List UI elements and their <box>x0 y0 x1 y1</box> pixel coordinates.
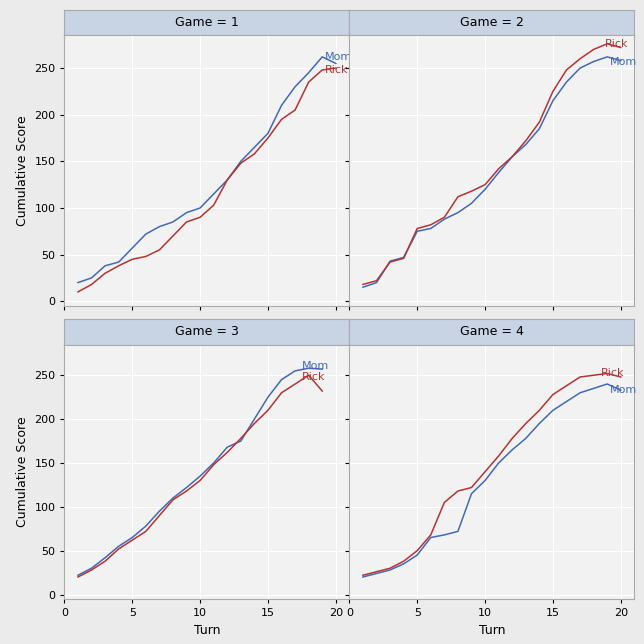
Text: Mom: Mom <box>610 385 637 395</box>
Text: Game = 4: Game = 4 <box>460 325 524 338</box>
Text: Game = 1: Game = 1 <box>175 16 239 29</box>
X-axis label: Turn: Turn <box>478 623 505 636</box>
Text: Mom: Mom <box>610 57 637 68</box>
Y-axis label: Cumulative Score: Cumulative Score <box>15 417 29 527</box>
X-axis label: Turn: Turn <box>194 623 220 636</box>
Text: Rick: Rick <box>600 368 624 379</box>
Y-axis label: Cumulative Score: Cumulative Score <box>15 115 29 226</box>
Text: Game = 2: Game = 2 <box>460 16 524 29</box>
Text: Mom: Mom <box>302 361 329 372</box>
Text: Rick: Rick <box>302 372 325 382</box>
Text: Mom: Mom <box>325 52 352 62</box>
Text: Rick: Rick <box>605 39 628 49</box>
Text: Game = 3: Game = 3 <box>175 325 239 338</box>
Text: Rick: Rick <box>325 65 348 75</box>
